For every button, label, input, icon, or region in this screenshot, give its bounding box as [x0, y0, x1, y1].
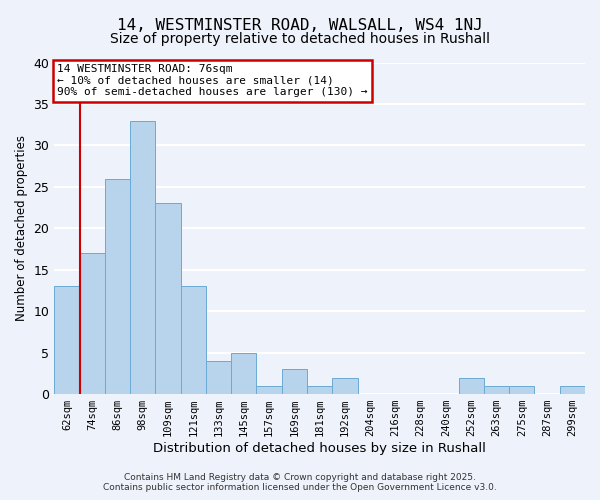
Text: 14, WESTMINSTER ROAD, WALSALL, WS4 1NJ: 14, WESTMINSTER ROAD, WALSALL, WS4 1NJ	[117, 18, 483, 32]
Text: 14 WESTMINSTER ROAD: 76sqm
← 10% of detached houses are smaller (14)
90% of semi: 14 WESTMINSTER ROAD: 76sqm ← 10% of deta…	[57, 64, 367, 98]
Bar	[509, 386, 535, 394]
Bar	[155, 204, 181, 394]
Bar	[80, 253, 105, 394]
Text: Size of property relative to detached houses in Rushall: Size of property relative to detached ho…	[110, 32, 490, 46]
Bar	[130, 120, 155, 394]
Bar	[484, 386, 509, 394]
Bar	[54, 286, 80, 394]
Bar	[256, 386, 282, 394]
Y-axis label: Number of detached properties: Number of detached properties	[15, 136, 28, 322]
Bar	[231, 352, 256, 394]
Bar	[560, 386, 585, 394]
Bar	[307, 386, 332, 394]
Text: Contains HM Land Registry data © Crown copyright and database right 2025.
Contai: Contains HM Land Registry data © Crown c…	[103, 473, 497, 492]
Bar	[181, 286, 206, 394]
Bar	[282, 369, 307, 394]
Bar	[332, 378, 358, 394]
Bar	[105, 178, 130, 394]
X-axis label: Distribution of detached houses by size in Rushall: Distribution of detached houses by size …	[153, 442, 486, 455]
Bar	[458, 378, 484, 394]
Bar	[206, 361, 231, 394]
